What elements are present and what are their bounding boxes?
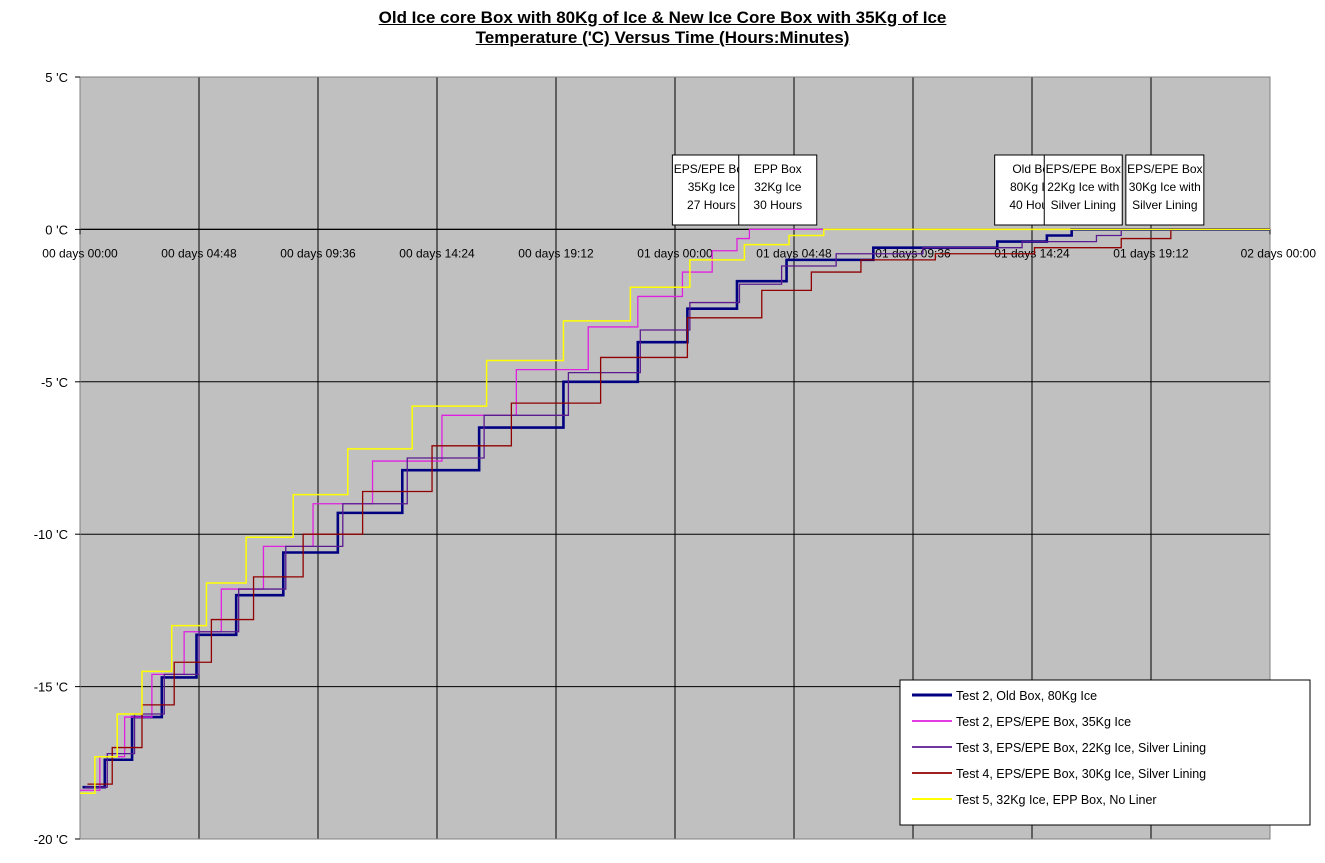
x-tick-label: 01 days 04:48 (756, 246, 832, 260)
legend-entry: Test 2, Old Box, 80Kg Ice (956, 689, 1097, 703)
annotation-box: EPS/EPE Box 22Kg Ice with Silver Lining (1043, 154, 1123, 226)
y-tick-label: 5 'C (45, 70, 68, 85)
x-tick-label: 01 days 19:12 (1113, 246, 1189, 260)
series-line (84, 228, 1270, 788)
y-tick-label: -10 'C (34, 527, 68, 542)
legend-entry: Test 5, 32Kg Ice, EPP Box, No Liner (956, 793, 1157, 807)
x-tick-label: 02 days 00:00 (1241, 246, 1317, 260)
x-tick-label: 00 days 00:00 (42, 246, 118, 260)
x-tick-label: 00 days 09:36 (280, 246, 356, 260)
y-tick-label: -20 'C (34, 832, 68, 847)
x-tick-label: 00 days 19:12 (518, 246, 594, 260)
x-tick-label: 00 days 04:48 (161, 246, 237, 260)
legend-entry: Test 2, EPS/EPE Box, 35Kg Ice (956, 715, 1131, 729)
annotation-text: 27 Hours (687, 198, 736, 212)
plot-border (79, 76, 1271, 840)
y-tick-label: -15 'C (34, 680, 68, 695)
chart-title: Old Ice core Box with 80Kg of Ice & New … (378, 8, 947, 27)
x-axis: 00 days 00:00 00 days 04:48 00 days 09:36 0… (42, 229, 1316, 260)
y-axis: 5 'C 0 'C -5 'C -10 'C -15 'C -20 'C (34, 70, 80, 847)
legend-entry: Test 3, EPS/EPE Box, 22Kg Ice, Silver Li… (956, 741, 1206, 755)
annotation-text: EPP Box (754, 162, 802, 176)
chart-subtitle: Temperature ('C) Versus Time (Hours:Minu… (475, 28, 850, 47)
legend: Test 2, Old Box, 80Kg Ice Test 2, EPS/EPE… (899, 679, 1311, 826)
annotation-text: Silver Lining (1132, 198, 1197, 212)
x-tick-label: 00 days 14:24 (399, 246, 475, 260)
series-line (80, 228, 1270, 795)
y-tick-label: 0 'C (45, 222, 68, 237)
annotation-text: 30 Hours (753, 198, 802, 212)
annotation-box: EPS/EPE Box 30Kg Ice with Silver Lining (1125, 154, 1205, 226)
annotation-text: EPS/EPE Box (674, 162, 749, 176)
y-tick-label: -5 'C (41, 375, 68, 390)
annotation-text: 32Kg Ice (754, 180, 802, 194)
x-tick-label: 01 days 00:00 (637, 246, 713, 260)
annotation-text: 30Kg Ice with (1129, 180, 1201, 194)
annotation-text: 35Kg Ice (688, 180, 736, 194)
legend-box (899, 679, 1311, 826)
annotation-text: Silver Lining (1051, 198, 1116, 212)
annotation-text: EPS/EPE Box (1127, 162, 1202, 176)
series-line (87, 228, 1270, 785)
annotation-box: EPS/EPE Box 35Kg Ice 27 Hours (671, 154, 751, 226)
annotation-box: EPP Box 32Kg Ice 30 Hours (738, 154, 818, 226)
annotation-text: 22Kg Ice with (1047, 180, 1119, 194)
annotations: EPS/EPE Box 35Kg Ice 27 Hours EPP Box 32Kg I… (671, 154, 1205, 226)
annotation-text: EPS/EPE Box (1046, 162, 1121, 176)
series-lines (80, 228, 1270, 795)
legend-entry: Test 4, EPS/EPE Box, 30Kg Ice, Silver Li… (956, 767, 1206, 781)
